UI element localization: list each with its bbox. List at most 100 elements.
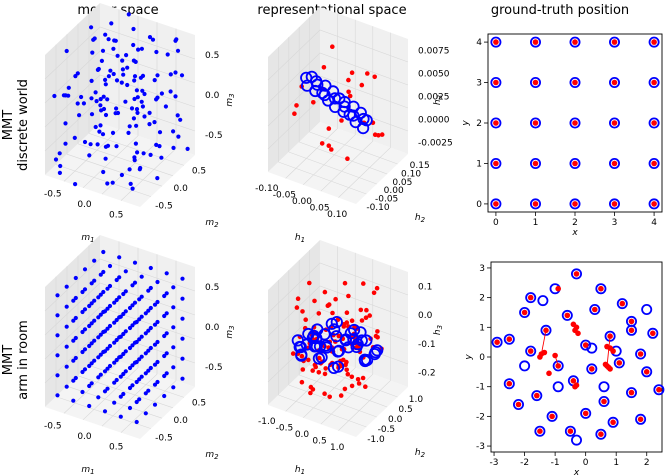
motor-point <box>154 49 159 55</box>
red-point <box>537 428 543 435</box>
motor-point <box>137 317 142 322</box>
y-tick-label: -0.10 <box>366 203 390 213</box>
motor-point <box>94 99 99 104</box>
red-point <box>349 374 355 380</box>
motor-point <box>134 319 139 325</box>
motor-point <box>81 101 86 106</box>
x-axis-label: h1 <box>295 465 305 475</box>
red-point <box>322 391 327 397</box>
motor-point <box>125 82 130 88</box>
motor-point <box>111 71 116 77</box>
motor-point <box>73 74 78 79</box>
red-point <box>344 359 349 365</box>
red-point <box>541 349 548 356</box>
back-pane <box>100 3 195 155</box>
blue-circle <box>616 298 628 310</box>
y-tick-label: 0.15 <box>410 161 430 171</box>
red-point <box>372 132 378 137</box>
motor-point <box>92 318 97 323</box>
motor-point <box>87 153 92 158</box>
motor-point <box>80 289 85 295</box>
motor-point <box>180 296 185 301</box>
motor-point <box>123 289 128 294</box>
motor-point <box>130 323 135 328</box>
motor-point <box>148 305 153 311</box>
grid-line <box>302 19 356 186</box>
blue-circle <box>491 336 503 348</box>
motor-point <box>71 378 76 383</box>
red-point <box>339 118 344 123</box>
x-tick-label: 0.0 <box>295 430 310 440</box>
red-point <box>532 120 539 126</box>
red-point <box>310 387 316 392</box>
motor-point <box>117 255 122 260</box>
motor-point <box>124 53 129 58</box>
motor-point <box>148 152 153 157</box>
blue-circle <box>519 360 531 372</box>
red-point <box>607 366 613 372</box>
motor-point <box>162 393 167 399</box>
motor-point <box>164 271 169 276</box>
motor-point <box>127 124 132 129</box>
motor-point <box>171 285 176 290</box>
motor-point <box>92 358 97 363</box>
motor-point <box>112 340 117 345</box>
motor-point <box>89 78 94 83</box>
red-point <box>346 293 351 299</box>
y-tick-label: 4 <box>476 38 482 48</box>
blue-circle <box>569 77 581 89</box>
grid-line <box>267 29 409 81</box>
blue-circle <box>293 340 306 354</box>
z-tick-label: 0.0000 <box>418 116 450 126</box>
motor-point <box>162 373 167 379</box>
motor-point <box>118 374 123 379</box>
motor-point <box>126 12 131 17</box>
red-point <box>307 280 312 286</box>
motor-point <box>152 402 158 407</box>
motor-point <box>96 395 101 400</box>
motor-point <box>114 78 120 83</box>
motor-point <box>80 309 85 315</box>
side-pane <box>268 240 320 405</box>
motor-point <box>146 348 151 353</box>
blue-circle <box>609 77 621 89</box>
floor-pane <box>268 122 408 204</box>
motor-point <box>102 369 108 374</box>
x-tick-label: -0.10 <box>255 184 279 194</box>
blue-circle <box>347 323 361 337</box>
blue-circle <box>586 363 598 375</box>
motor-point <box>87 363 92 369</box>
blue-circle <box>571 268 583 280</box>
y-tick-label: 0.5 <box>398 405 412 415</box>
motor-point <box>130 363 135 368</box>
motor-point <box>113 38 118 43</box>
red-point <box>564 312 571 319</box>
blue-circle <box>635 348 647 360</box>
motor-point <box>114 277 119 283</box>
motor-point <box>105 326 110 331</box>
motor-point <box>107 263 113 269</box>
red-point <box>349 383 355 389</box>
red-point <box>493 160 499 167</box>
blue-circle <box>569 198 581 210</box>
motor-point <box>64 48 69 54</box>
red-point <box>592 306 598 313</box>
motor-point <box>134 88 139 93</box>
motor-point <box>164 331 169 336</box>
red-point <box>598 285 604 292</box>
blue-circle <box>490 77 502 89</box>
motor-point <box>162 353 167 359</box>
motor-point <box>171 325 176 330</box>
z-tick-label: 0.0 <box>205 323 220 333</box>
x-tick-label: 2 <box>572 218 578 228</box>
y-tick-label: 2 <box>476 119 482 129</box>
red-point <box>611 39 618 45</box>
blue-circle <box>609 198 621 210</box>
red-point <box>628 389 635 396</box>
motor-point <box>114 317 119 323</box>
grid-line <box>44 282 196 336</box>
motor-point <box>80 349 85 355</box>
motor-point <box>175 48 181 53</box>
y-tick-label: 0.5 <box>192 399 206 409</box>
blue-circle <box>648 36 660 48</box>
